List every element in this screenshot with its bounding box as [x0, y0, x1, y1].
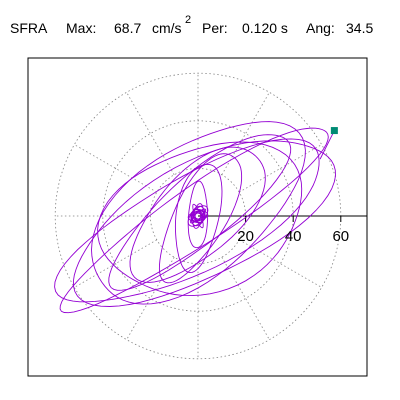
angle-label: Ang:	[306, 20, 335, 36]
orbit-trace	[54, 121, 336, 314]
station-code: SFRA	[10, 20, 48, 36]
orbit-loop	[187, 180, 209, 249]
grid-spoke	[126, 257, 175, 340]
peak-marker	[330, 127, 338, 135]
orbit-loop	[91, 121, 306, 305]
orbit-loop	[59, 127, 329, 314]
plot-frame	[27, 57, 368, 377]
orbit-center-loop	[191, 208, 205, 224]
max-value: 68.7	[114, 20, 142, 36]
chart-header: SFRA Max: 68.7 cm/s 2 Per: 0.120 s Ang: …	[0, 0, 400, 38]
max-label: Max:	[66, 20, 97, 36]
angle-value: 34.5	[346, 20, 374, 36]
orbit-loop	[54, 138, 320, 303]
orbit-loop	[174, 163, 223, 274]
axes	[198, 215, 367, 222]
x-tick-label: 40	[285, 228, 302, 245]
period-value: 0.120 s	[242, 20, 288, 36]
max-unit-exponent: 2	[185, 14, 192, 26]
x-tick-label: 20	[237, 228, 254, 245]
x-tick-label: 60	[332, 228, 349, 245]
period-label: Per:	[202, 20, 228, 36]
orbit-center-loop	[187, 205, 209, 227]
orbit-center-loop	[194, 210, 202, 222]
tick-labels: 20 40 60	[237, 228, 349, 245]
orbit-loop	[129, 146, 266, 283]
orbit-loop	[108, 134, 292, 291]
max-unit: cm/s	[152, 20, 182, 36]
grid-spoke	[126, 92, 175, 175]
orbit-peak-segment	[319, 130, 335, 160]
grid-spoke	[221, 92, 270, 175]
orbit-loop	[72, 140, 336, 307]
orbit-center-loop	[190, 211, 206, 221]
orbit-loop	[158, 153, 243, 284]
peak-marker-group	[330, 127, 338, 135]
orbit-loop	[97, 141, 303, 297]
